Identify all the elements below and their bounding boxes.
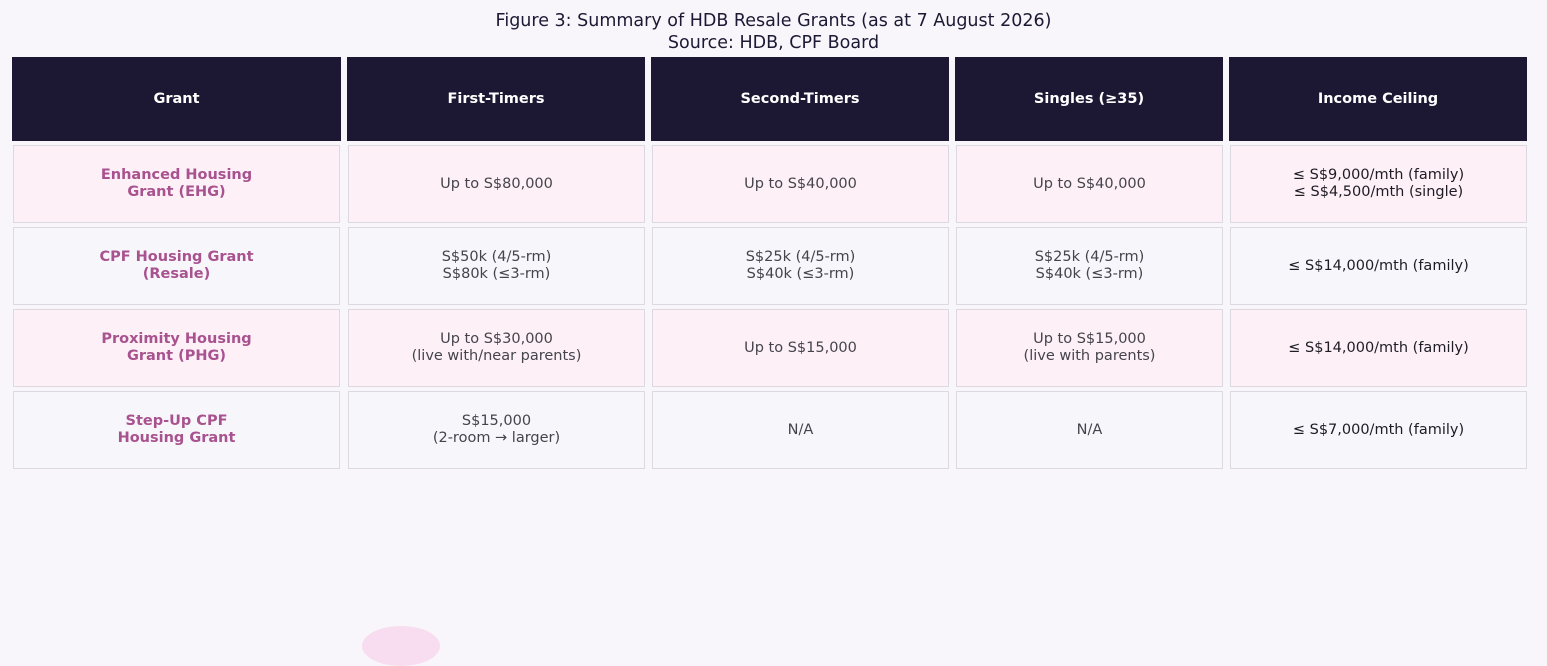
grant-name: CPF Housing Grant (Resale) (99, 249, 254, 282)
second-timers-value: S$25k (4/5-rm) S$40k (≤3-rm) (745, 249, 856, 282)
singles-cell: Up to S$15,000 (live with parents) (956, 309, 1223, 387)
second-timers-cell: Up to S$40,000 (652, 145, 949, 223)
singles-cell: N/A (956, 391, 1223, 469)
first-timers-value: S$15,000 (2-room → larger) (432, 413, 561, 446)
singles-value: N/A (1076, 421, 1103, 438)
income-ceiling-value: ≤ S$14,000/mth (family) (1288, 257, 1469, 274)
grant-name-cell: Proximity Housing Grant (PHG) (13, 309, 340, 387)
table-header-row: Grant First-Timers Second-Timers Singles… (12, 57, 1527, 141)
grant-name-cell: CPF Housing Grant (Resale) (13, 227, 340, 305)
second-timers-cell: Up to S$15,000 (652, 309, 949, 387)
grant-name-cell: Step-Up CPF Housing Grant (13, 391, 340, 469)
first-timers-value: S$50k (4/5-rm) S$80k (≤3-rm) (441, 249, 552, 282)
chart-title: Figure 3: Summary of HDB Resale Grants (… (495, 11, 1052, 31)
income-ceiling-cell: ≤ S$9,000/mth (family) ≤ S$4,500/mth (si… (1230, 145, 1527, 223)
table-row-ehg: Enhanced Housing Grant (EHG) Up to S$80,… (12, 145, 1527, 223)
grant-name: Step-Up CPF Housing Grant (117, 413, 236, 446)
column-header-second-timers: Second-Timers (651, 57, 949, 141)
first-timers-cell: Up to S$80,000 (348, 145, 645, 223)
second-timers-value: Up to S$40,000 (744, 175, 857, 192)
second-timers-value: N/A (787, 421, 814, 438)
singles-value: Up to S$40,000 (1033, 175, 1146, 192)
income-ceiling-value: ≤ S$14,000/mth (family) (1288, 339, 1469, 356)
column-header-first-timers: First-Timers (347, 57, 645, 141)
singles-value: S$25k (4/5-rm) S$40k (≤3-rm) (1034, 249, 1145, 282)
grant-name: Proximity Housing Grant (PHG) (101, 331, 252, 364)
singles-value: Up to S$15,000 (live with parents) (1023, 331, 1156, 364)
income-ceiling-value: ≤ S$7,000/mth (family) (1292, 421, 1465, 438)
table-row-cpf-housing-grant: CPF Housing Grant (Resale) S$50k (4/5-rm… (12, 227, 1527, 305)
chart-subtitle: Source: HDB, CPF Board (667, 33, 880, 53)
first-timers-value: Up to S$30,000 (live with/near parents) (411, 331, 582, 364)
decorative-blob (362, 626, 440, 666)
income-ceiling-value: ≤ S$9,000/mth (family) ≤ S$4,500/mth (si… (1292, 167, 1465, 200)
table-row-step-up-grant: Step-Up CPF Housing Grant S$15,000 (2-ro… (12, 391, 1527, 469)
first-timers-cell: S$15,000 (2-room → larger) (348, 391, 645, 469)
second-timers-cell: N/A (652, 391, 949, 469)
first-timers-cell: Up to S$30,000 (live with/near parents) (348, 309, 645, 387)
income-ceiling-cell: ≤ S$7,000/mth (family) (1230, 391, 1527, 469)
grant-name-cell: Enhanced Housing Grant (EHG) (13, 145, 340, 223)
table-row-phg: Proximity Housing Grant (PHG) Up to S$30… (12, 309, 1527, 387)
column-header-grant: Grant (12, 57, 341, 141)
income-ceiling-cell: ≤ S$14,000/mth (family) (1230, 309, 1527, 387)
column-header-income-ceiling: Income Ceiling (1229, 57, 1527, 141)
singles-cell: Up to S$40,000 (956, 145, 1223, 223)
grant-name: Enhanced Housing Grant (EHG) (100, 167, 253, 200)
second-timers-cell: S$25k (4/5-rm) S$40k (≤3-rm) (652, 227, 949, 305)
income-ceiling-cell: ≤ S$14,000/mth (family) (1230, 227, 1527, 305)
singles-cell: S$25k (4/5-rm) S$40k (≤3-rm) (956, 227, 1223, 305)
second-timers-value: Up to S$15,000 (744, 339, 857, 356)
first-timers-cell: S$50k (4/5-rm) S$80k (≤3-rm) (348, 227, 645, 305)
first-timers-value: Up to S$80,000 (440, 175, 553, 192)
column-header-singles: Singles (≥35) (955, 57, 1223, 141)
chart-title-block: Figure 3: Summary of HDB Resale Grants (… (0, 10, 1547, 54)
